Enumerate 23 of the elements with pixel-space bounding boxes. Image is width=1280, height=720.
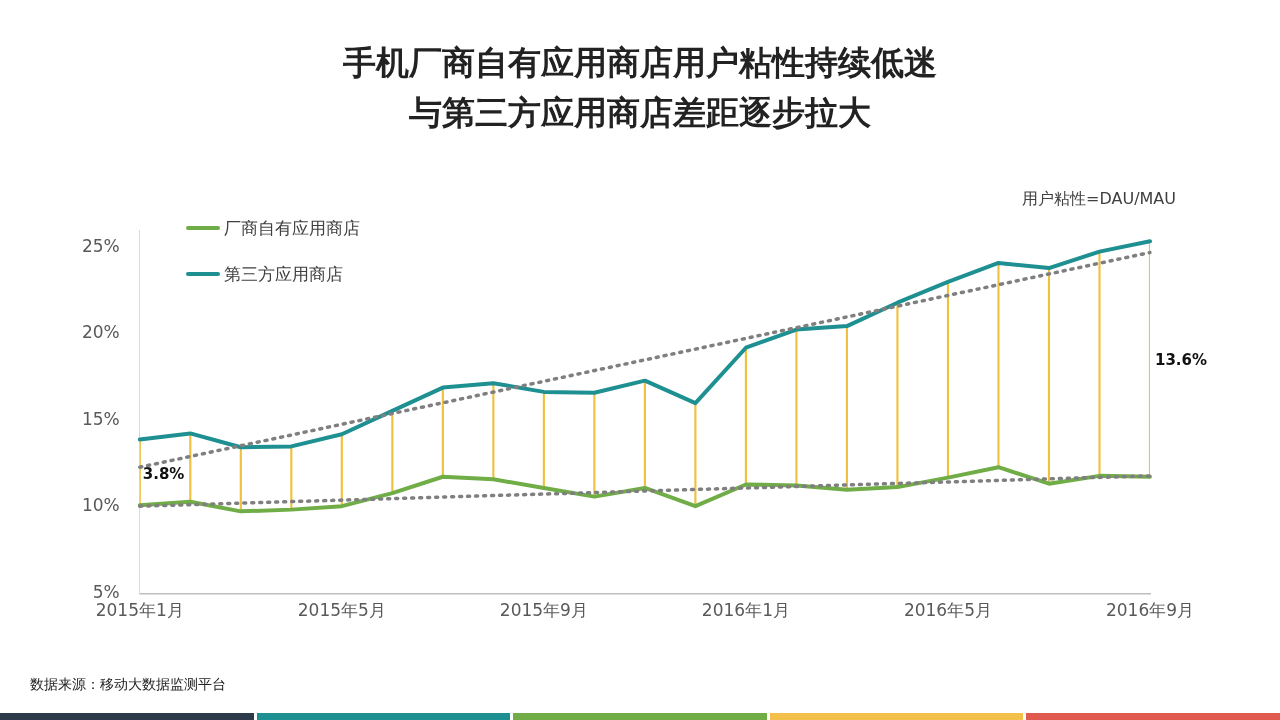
legend-label: 厂商自有应用商店 (223, 216, 360, 240)
x-tick-label: 2016年1月 (701, 600, 790, 621)
chart-title: 手机厂商自有应用商店用户粘性持续低迷与第三方应用商店差距逐步拉大 (342, 42, 938, 134)
x-tick-label: 2015年5月 (297, 600, 386, 621)
y-tick-label: 10% (81, 495, 120, 516)
legend-label: 第三方应用商店 (223, 262, 344, 286)
text: 13.6% (1155, 350, 1208, 369)
bar (845, 325, 849, 491)
x-tick-label: 2016年5月 (903, 600, 992, 621)
y-tick-label: 25% (81, 235, 120, 256)
text: 用户粘性=DAU/MAU (1022, 189, 1176, 210)
source-note: 数据来源：移动大数据监测平台 (30, 676, 226, 694)
bar (1098, 251, 1101, 477)
x-tick-label: 2015年9月 (499, 600, 588, 621)
bar (896, 302, 899, 488)
annotation: 3.8% (142, 465, 185, 484)
bar (997, 262, 1000, 468)
y-tick-label: 20% (81, 322, 120, 343)
bar (795, 329, 798, 486)
y-tick-label: 15% (81, 408, 120, 429)
y-tick-label: 5% (92, 582, 120, 603)
x-tick-label: 2016年9月 (1105, 600, 1195, 621)
x-tick-label: 2015年1月 (95, 600, 184, 621)
